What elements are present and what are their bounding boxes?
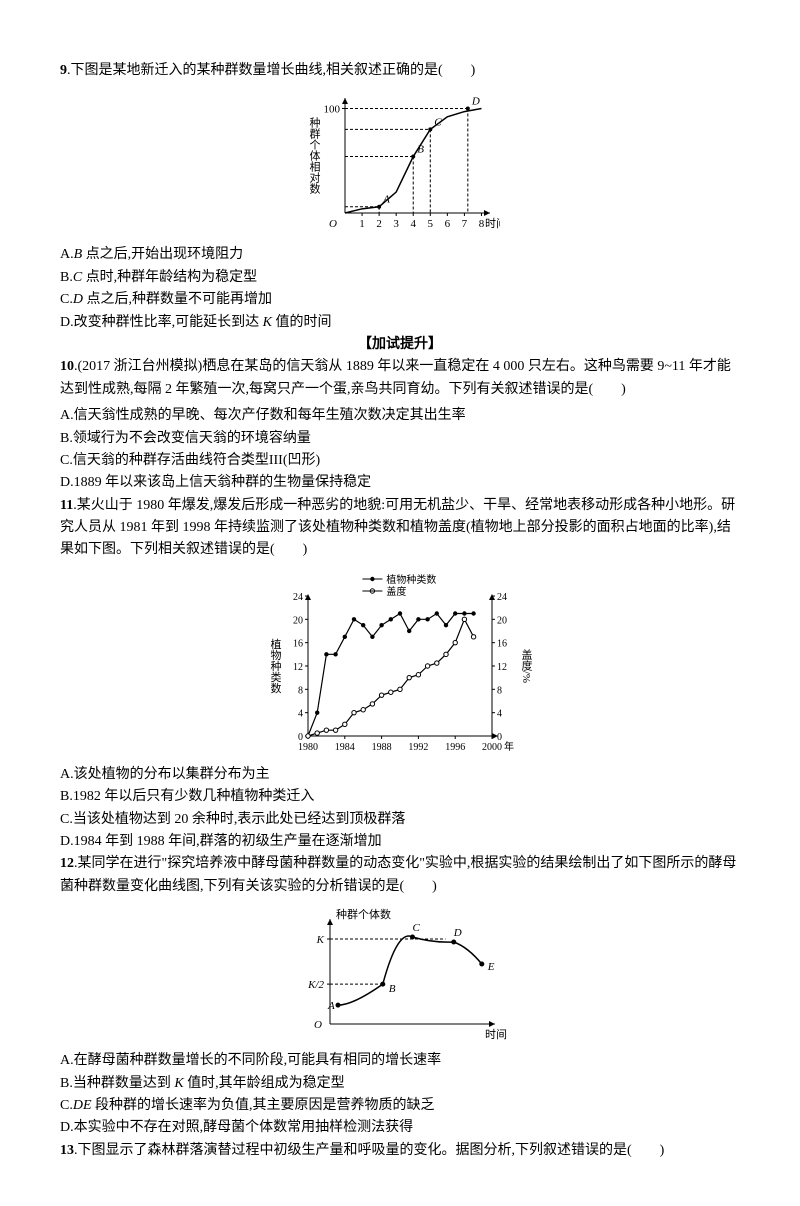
q11-number: 11 [60,498,73,513]
svg-text:100: 100 [324,104,341,116]
q11-option-a: A.该处植物的分布以集群分布为主 [60,764,740,786]
svg-text:种群个体数: 种群个体数 [336,907,391,921]
q12-chart-container: K K/2A B C D E O 时间 种群个体数 [60,904,740,1044]
q12-number: 12 [60,856,74,871]
q10-option-a: A.信天翁性成熟的早晚、每次产仔数和每年生殖次数决定其出生率 [60,405,740,427]
q9-chart: 100 12345678 O A B C D 种群个体相对数时间/a [300,88,500,238]
q9-stem: .下图是某地新迁入的某种群数量增长曲线,相关叙述正确的是( ) [67,63,475,78]
question-10: 10.(2017 浙江台州模拟)栖息在某岛的信天翁从 1889 年以来一直稳定在… [60,356,740,401]
q12-chart: K K/2A B C D E O 时间 种群个体数 [290,904,510,1044]
svg-text:4: 4 [410,218,416,230]
section-header: 【加试提升】 [60,334,740,356]
svg-text:时间/a: 时间/a [485,217,500,230]
q12-option-b: B.当种群数量达到 K 值时,其年龄组成为稳定型 [60,1073,740,1095]
svg-text:2000: 2000 [482,742,502,753]
svg-text:1992: 1992 [408,742,428,753]
svg-text:1984: 1984 [335,742,355,753]
q11-option-c: C.当该处植物达到 20 余种时,表示此处已经达到顶极群落 [60,809,740,831]
svg-text:B: B [389,983,396,995]
q12-option-c: C.DE 段种群的增长速率为负值,其主要原因是营养物质的缺乏 [60,1095,740,1117]
q11-chart: 0044881212161620202424198019841988199219… [260,568,540,758]
svg-text:4: 4 [497,709,502,720]
svg-text:3: 3 [393,218,399,230]
svg-text:8: 8 [298,685,303,696]
svg-text:D: D [471,96,480,108]
question-13: 13.下图显示了森林群落演替过程中初级生产量和呼吸量的变化。据图分析,下列叙述错… [60,1140,740,1162]
svg-text:D: D [453,927,462,939]
q10-option-b: B.领域行为不会改变信天翁的环境容纳量 [60,428,740,450]
q9-option-c: C.D 点之后,种群数量不可能再增加 [60,289,740,311]
svg-text:种群个体相对数: 种群个体相对数 [308,116,321,195]
question-12: 12.某同学在进行"探究培养液中酵母菌种群数量的动态变化"实验中,根据实验的结果… [60,853,740,898]
q12-stem: .某同学在进行"探究培养液中酵母菌种群数量的动态变化"实验中,根据实验的结果绘制… [60,856,736,893]
svg-text:K/2: K/2 [307,979,324,991]
q9-option-a: A.B 点之后,开始出现环境阻力 [60,244,740,266]
question-11: 11.某火山于 1980 年爆发,爆发后形成一种恶劣的地貌:可用无机盐少、干旱、… [60,495,740,562]
svg-text:24: 24 [293,592,303,603]
svg-text:12: 12 [497,662,507,673]
svg-text:1988: 1988 [372,742,392,753]
svg-text:5: 5 [428,218,434,230]
svg-text:8: 8 [497,685,502,696]
svg-text:年: 年 [504,740,514,753]
q11-option-b: B.1982 年以后只有少数几种植物种类迁入 [60,786,740,808]
q12-option-a: A.在酵母菌种群数量增长的不同阶段,可能具有相同的增长速率 [60,1050,740,1072]
q12-option-d: D.本实验中不存在对照,酵母菌个体数常用抽样检测法获得 [60,1117,740,1139]
svg-text:16: 16 [293,639,303,650]
svg-text:C: C [434,117,442,129]
q9-number: 9 [60,63,67,78]
svg-text:6: 6 [445,218,451,230]
svg-text:K: K [316,934,325,946]
svg-text:1980: 1980 [298,742,318,753]
q9-option-d: D.改变种群性比率,可能延长到达 K 值的时间 [60,312,740,334]
svg-text:1996: 1996 [445,742,465,753]
q9-chart-container: 100 12345678 O A B C D 种群个体相对数时间/a [60,88,740,238]
question-9: 9.下图是某地新迁入的某种群数量增长曲线,相关叙述正确的是( ) [60,60,740,82]
q10-number: 10 [60,359,74,374]
svg-text:16: 16 [497,639,507,650]
svg-text:A: A [327,1000,335,1012]
svg-text:1: 1 [359,218,365,230]
svg-text:20: 20 [497,615,507,626]
svg-text:植物种类数: 植物种类数 [269,637,282,694]
svg-text:植物种类数: 植物种类数 [386,573,436,586]
svg-text:E: E [487,961,495,973]
q13-stem: .下图显示了森林群落演替过程中初级生产量和呼吸量的变化。据图分析,下列叙述错误的… [74,1143,664,1158]
svg-text:盖度/%: 盖度/% [520,647,533,683]
q10-option-c: C.信天翁的种群存活曲线符合类型III(凹形) [60,450,740,472]
q11-option-d: D.1984 年到 1988 年间,群落的初级生产量在逐渐增加 [60,831,740,853]
q10-option-d: D.1889 年以来该岛上信天翁种群的生物量保持稳定 [60,472,740,494]
svg-text:B: B [417,144,424,156]
svg-text:C: C [413,922,421,934]
svg-text:12: 12 [293,662,303,673]
svg-text:O: O [314,1019,322,1031]
svg-text:24: 24 [497,592,507,603]
svg-text:盖度: 盖度 [386,585,406,598]
svg-text:O: O [329,218,337,230]
q11-chart-container: 0044881212161620202424198019841988199219… [60,568,740,758]
svg-text:时间: 时间 [485,1028,507,1041]
svg-text:2: 2 [376,218,382,230]
svg-text:7: 7 [462,218,468,230]
svg-text:4: 4 [298,709,303,720]
q10-stem: .(2017 浙江台州模拟)栖息在某岛的信天翁从 1889 年以来一直稳定在 4… [60,359,731,396]
svg-text:20: 20 [293,615,303,626]
svg-text:8: 8 [479,218,485,230]
q11-stem: .某火山于 1980 年爆发,爆发后形成一种恶劣的地貌:可用无机盐少、干旱、经常… [60,498,735,558]
q9-option-b: B.C 点时,种群年龄结构为稳定型 [60,267,740,289]
svg-text:A: A [382,194,390,206]
q13-number: 13 [60,1143,74,1158]
